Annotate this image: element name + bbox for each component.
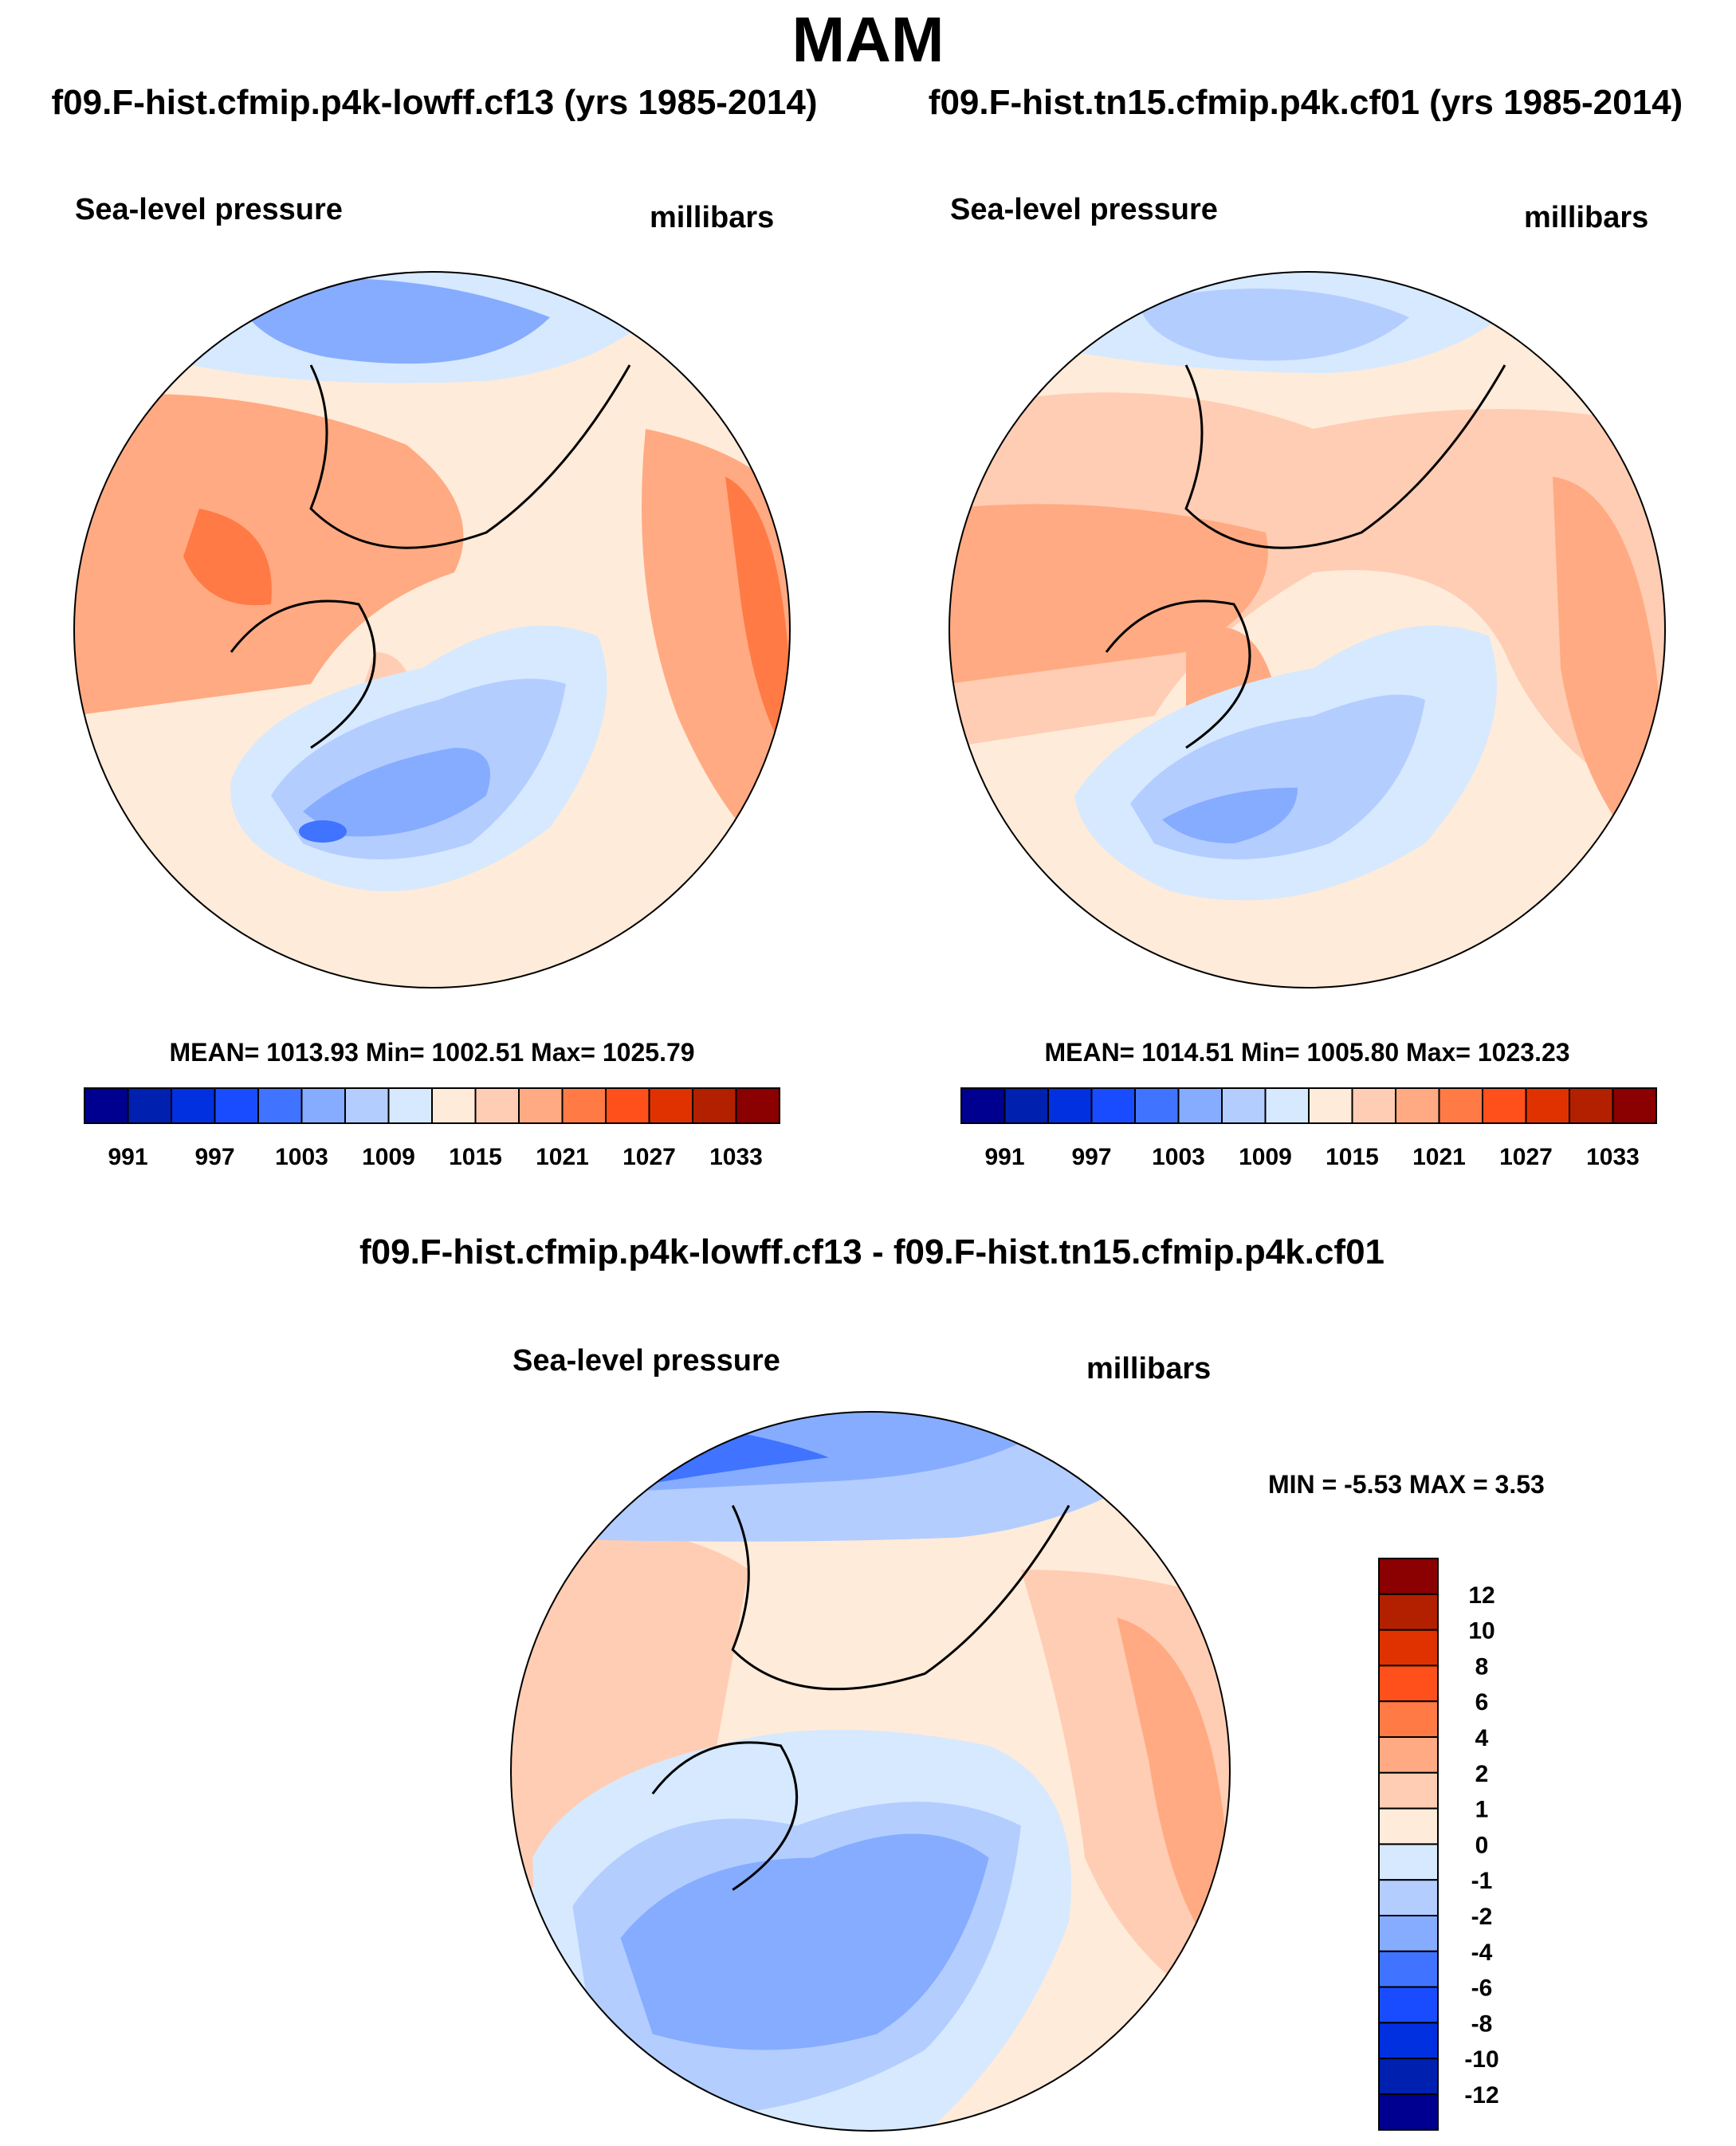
panel2-case-title: f09.F-hist.tn15.cfmip.p4k.cf01 (yrs 1985…	[928, 83, 1683, 122]
colorbar-swatch	[1378, 1986, 1439, 2024]
colorbar-swatch	[1351, 1087, 1396, 1124]
map-panel2	[949, 271, 1666, 988]
panel1-units: millibars	[650, 201, 775, 234]
colorbar-tick-label: 997	[1071, 1144, 1111, 1170]
colorbar-swatch	[344, 1087, 390, 1124]
colorbar-swatch	[1482, 1087, 1527, 1124]
main-title: MAM	[791, 4, 945, 75]
colorbar-swatch	[1378, 1915, 1439, 1952]
colorbar-tick-label: 997	[194, 1144, 234, 1170]
colorbar-swatch	[1378, 1558, 1439, 1595]
colorbar-swatch	[1378, 1879, 1439, 1917]
colorbar-swatch	[1378, 1700, 1439, 1738]
panel2-units: millibars	[1524, 201, 1649, 234]
colorbar-swatch	[1308, 1087, 1353, 1124]
colorbar-swatch	[692, 1087, 737, 1124]
colorbar-swatch	[1378, 2058, 1439, 2096]
colorbar-tick-label: 1033	[709, 1144, 763, 1170]
panel1-variable: Sea-level pressure	[75, 193, 343, 226]
colorbar-swatch	[1378, 1593, 1439, 1631]
colorbar-swatch	[735, 1087, 780, 1124]
colorbar-swatch	[605, 1087, 650, 1124]
colorbar-swatch	[1177, 1087, 1223, 1124]
colorbar-swatch	[300, 1087, 346, 1124]
colorbar-swatch	[1134, 1087, 1180, 1124]
colorbar-tick-label: 1021	[1412, 1144, 1466, 1170]
diff-stats: MIN = -5.53 MAX = 3.53	[1268, 1470, 1545, 1499]
diff-title: f09.F-hist.cfmip.p4k-lowff.cf13 - f09.F-…	[359, 1232, 1385, 1271]
colorbar-tick-label: 1021	[536, 1144, 589, 1170]
colorbar-swatch	[1047, 1087, 1093, 1124]
colorbar-tick-label: 12	[1468, 1582, 1494, 1609]
colorbar-swatch	[431, 1087, 477, 1124]
colorbar-tick-label: 1009	[1239, 1144, 1292, 1170]
colorbar-swatch	[1378, 1950, 1439, 1988]
colorbar-tick-label: -6	[1471, 1975, 1493, 2002]
colorbar-tick-label: 1027	[623, 1144, 676, 1170]
colorbar-swatch	[171, 1087, 216, 1124]
colorbar-tick-label: 1015	[449, 1144, 502, 1170]
colorbar-tick-label: -4	[1471, 1940, 1493, 1966]
colorbar-swatch	[1264, 1087, 1310, 1124]
colorbar-swatch	[84, 1087, 129, 1124]
colorbar-swatch	[1378, 1665, 1439, 1703]
colorbar-swatch	[474, 1087, 520, 1124]
colorbar-tick-label: 1003	[275, 1144, 328, 1170]
colorbar-tick-label: -12	[1464, 2082, 1498, 2109]
colorbar-tick-label: 2	[1475, 1761, 1489, 1787]
colorbar-swatch	[214, 1087, 259, 1124]
colorbar-swatch	[257, 1087, 303, 1124]
panel1-colorbar: 991 997 1003 1009 1015 1021 1027 1033	[84, 1087, 780, 1170]
colorbar-tick-label: 1015	[1326, 1144, 1379, 1170]
colorbar-tick-label: 991	[984, 1144, 1024, 1170]
colorbar-tick-label: 8	[1475, 1653, 1489, 1680]
colorbar-swatch	[1569, 1087, 1614, 1124]
colorbar-tick-label: 991	[108, 1144, 147, 1170]
colorbar-swatch	[1378, 1807, 1439, 1845]
colorbar-tick-label: 1009	[362, 1144, 415, 1170]
colorbar-tick-label: -1	[1471, 1868, 1493, 1894]
colorbar-tick-label: -2	[1471, 1904, 1493, 1930]
colorbar-tick-label: 6	[1475, 1689, 1489, 1716]
colorbar-swatch	[1378, 1629, 1439, 1667]
diff-variable: Sea-level pressure	[513, 1344, 780, 1378]
panel2-stats: MEAN= 1014.51 Min= 1005.80 Max= 1023.23	[1044, 1038, 1570, 1067]
panel2-colorbar: 991 997 1003 1009 1015 1021 1027 1033	[960, 1087, 1657, 1170]
colorbar-tick-label: 0	[1475, 1832, 1489, 1858]
colorbar-swatch	[1378, 1736, 1439, 1774]
colorbar-swatch	[518, 1087, 564, 1124]
colorbar-tick-label: 10	[1468, 1618, 1494, 1645]
colorbar-swatch	[561, 1087, 607, 1124]
diff-units: millibars	[1086, 1352, 1212, 1385]
colorbar-swatch	[1378, 1843, 1439, 1881]
colorbar-swatch	[1612, 1087, 1657, 1124]
panel2-variable: Sea-level pressure	[950, 193, 1218, 226]
panel1-case-title: f09.F-hist.cfmip.p4k-lowff.cf13 (yrs 198…	[51, 83, 818, 122]
colorbar-swatch	[960, 1087, 1006, 1124]
colorbar-tick-label: -8	[1471, 2010, 1493, 2037]
panel1-stats: MEAN= 1013.93 Min= 1002.51 Max= 1025.79	[169, 1038, 695, 1067]
colorbar-swatch	[1221, 1087, 1267, 1124]
colorbar-swatch	[1525, 1087, 1570, 1124]
colorbar-tick-label: 4	[1475, 1725, 1489, 1751]
colorbar-swatch	[127, 1087, 172, 1124]
colorbar-swatch	[1438, 1087, 1483, 1124]
map-panel1	[73, 271, 791, 988]
colorbar-swatch	[1378, 2093, 1439, 2131]
colorbar-swatch	[648, 1087, 693, 1124]
colorbar-swatch	[1090, 1087, 1136, 1124]
map-diff	[510, 1411, 1231, 2132]
colorbar-swatch	[1004, 1087, 1049, 1124]
colorbar-swatch	[1378, 1771, 1439, 1810]
colorbar-tick-label: 1027	[1499, 1144, 1553, 1170]
colorbar-swatch	[1395, 1087, 1440, 1124]
colorbar-tick-label: 1033	[1586, 1144, 1640, 1170]
colorbar-tick-label: 1	[1475, 1797, 1489, 1823]
colorbar-swatch	[1378, 2022, 1439, 2060]
colorbar-tick-label: -10	[1464, 2046, 1498, 2073]
colorbar-tick-label: 1003	[1152, 1144, 1205, 1170]
colorbar-swatch	[387, 1087, 433, 1124]
